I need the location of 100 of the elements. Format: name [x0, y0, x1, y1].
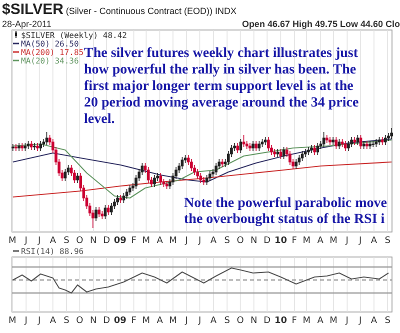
candlestick — [288, 150, 292, 166]
x-tick-label: A — [317, 236, 324, 246]
candlestick — [180, 156, 184, 170]
candlestick — [267, 136, 270, 152]
x-tick-label: O — [76, 316, 84, 326]
candlestick — [347, 140, 350, 152]
x-tick-label: S — [224, 236, 230, 246]
candlestick — [208, 170, 212, 182]
candlestick — [128, 184, 132, 196]
candlestick — [359, 134, 362, 150]
x-tick-label: M — [8, 236, 16, 246]
x-tick-label: 10 — [274, 316, 287, 326]
x-tick-label: A — [210, 236, 218, 246]
candlestick — [279, 148, 282, 160]
chart-subtitle: 28-Apr-2011 — [2, 19, 52, 29]
x-tick-label: A — [317, 316, 324, 326]
annotation: Note the powerful parabolic move the overbought status of the RSI i — [184, 196, 387, 227]
x-tick-label: M — [142, 316, 150, 326]
x-tick-label: D — [264, 316, 271, 326]
legend-label: MA(200) 17.85 — [21, 48, 84, 57]
x-tick-label: O — [76, 236, 84, 246]
x-tick-label: S — [384, 236, 391, 246]
candlestick — [98, 206, 100, 218]
candlestick — [313, 144, 316, 156]
x-tick-label: J — [358, 236, 362, 246]
x-tick-label: 09 — [114, 316, 126, 326]
candlestick — [384, 134, 387, 146]
candlestick — [94, 206, 98, 222]
x-tick-label: N — [90, 316, 97, 326]
x-tick-label: S — [224, 316, 230, 326]
candlestick — [110, 202, 113, 216]
x-tick-label: F — [131, 236, 136, 246]
candlestick — [334, 136, 338, 150]
x-tick-label: O — [236, 236, 244, 246]
x-tick-label: J — [184, 316, 188, 326]
x-tick-label: M — [169, 236, 177, 246]
x-tick-label: 09 — [114, 236, 126, 246]
x-tick-label: M — [330, 236, 338, 246]
x-tick-label: A — [156, 236, 164, 246]
x-tick-label: S — [64, 236, 70, 246]
x-tick-label: A — [50, 316, 57, 326]
x-tick-label: N — [250, 236, 258, 246]
x-tick-label: F — [292, 236, 297, 246]
x-tick-label: A — [50, 236, 57, 246]
x-tick-label: M — [8, 316, 16, 326]
x-tick-label: D — [264, 236, 271, 246]
candlestick — [199, 172, 202, 184]
candlestick — [146, 166, 150, 184]
candlestick — [254, 140, 258, 152]
x-tick-label: J — [197, 236, 202, 246]
x-tick-label: 10 — [274, 236, 287, 246]
candlestick — [64, 168, 67, 182]
candlestick — [236, 142, 240, 154]
candlestick — [76, 172, 79, 184]
x-tick-label: D — [103, 316, 110, 326]
x-tick-label: J — [197, 316, 202, 326]
candlestick — [122, 192, 126, 204]
legend-label: RSI(14) 88.96 — [21, 247, 84, 256]
candlestick — [338, 138, 341, 150]
x-tick-label: A — [370, 316, 378, 326]
x-tick-label: N — [90, 236, 97, 246]
candlestick — [214, 162, 218, 176]
candlestick — [116, 194, 119, 206]
text: Open 46.67 High 49.75 Low 44.60 Clo — [242, 19, 400, 29]
candlestick — [39, 140, 42, 152]
x-tick-label: A — [156, 316, 164, 326]
candlestick — [45, 132, 48, 146]
x-tick-label: M — [302, 316, 311, 326]
x-tick-label: J — [36, 236, 41, 246]
candlestick — [298, 154, 301, 166]
candlestick — [11, 144, 14, 152]
candlestick — [322, 132, 326, 148]
x-tick-label: J — [24, 316, 28, 326]
candlestick — [153, 174, 156, 188]
candlestick — [252, 140, 254, 152]
candlestick — [372, 140, 374, 148]
x-tick-label: S — [384, 316, 391, 326]
candlestick — [350, 136, 353, 148]
x-tick-label: D — [103, 236, 110, 246]
candlestick — [33, 142, 36, 150]
x-tick-label: O — [236, 316, 244, 326]
x-tick-label: M — [330, 316, 338, 326]
x-tick-label: F — [292, 316, 297, 326]
candlestick — [205, 174, 208, 186]
legend-label: $SILVER (Weekly) 48.42 — [21, 31, 128, 40]
candlestick — [258, 140, 261, 152]
candlestick — [356, 134, 360, 146]
candlestick — [125, 188, 128, 200]
legend-label: MA(50) 26.50 — [21, 40, 79, 48]
candlestick — [196, 168, 199, 180]
candlestick — [242, 134, 246, 148]
candlestick — [294, 158, 298, 170]
x-tick-label: M — [302, 236, 311, 246]
candlestick — [106, 204, 110, 216]
x-tick-label: M — [169, 316, 177, 326]
candlestick — [282, 146, 286, 160]
candlestick — [190, 158, 193, 172]
candlestick — [344, 140, 347, 152]
x-tick-label: J — [358, 316, 362, 326]
x-tick-label: J — [184, 236, 188, 246]
